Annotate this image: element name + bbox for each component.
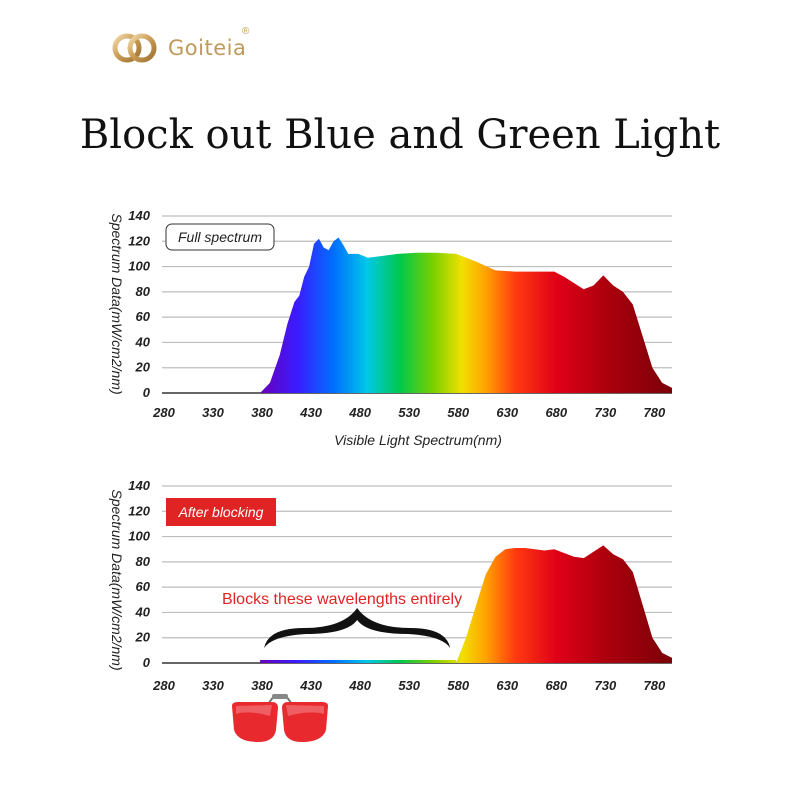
blocked-annotation: Blocks these wavelengths entirely <box>222 591 462 608</box>
x-tick-label: 280 <box>152 405 175 420</box>
x-tick-label: 430 <box>299 405 322 420</box>
full-spectrum-chart: 0 20 40 60 80 100 120 140 280 330 380 430 480 530 580 6… <box>109 208 672 448</box>
y-tick-label: 100 <box>128 529 150 544</box>
x-tick-label: 530 <box>398 405 420 420</box>
y-tick-label: 120 <box>128 233 150 248</box>
x-tick-label: 630 <box>496 405 518 420</box>
y-axis-title: Spectrum Data(mW/cm2/nm) <box>109 489 125 670</box>
x-tick-label: 580 <box>447 678 469 693</box>
x-tick-label: 630 <box>496 678 518 693</box>
y-tick-label: 60 <box>136 579 151 594</box>
y-tick-label: 80 <box>136 284 151 299</box>
y-tick-label: 40 <box>135 334 151 349</box>
page-title: Block out Blue and Green Light <box>79 112 721 158</box>
x-tick-label: 330 <box>202 678 224 693</box>
y-tick-label: 60 <box>136 309 151 324</box>
x-tick-label: 530 <box>398 678 420 693</box>
y-tick-label: 100 <box>128 259 150 274</box>
x-tick-label: 780 <box>644 678 666 693</box>
spectrum-area <box>260 545 672 663</box>
brand-name: Goiteia <box>168 36 247 60</box>
y-tick-label: 0 <box>143 655 151 670</box>
y-tick-label: 140 <box>128 478 150 493</box>
y-tick-label: 140 <box>128 208 150 223</box>
x-tick-label: 580 <box>447 405 469 420</box>
x-tick-label: 380 <box>251 678 273 693</box>
after-blocking-badge <box>166 498 276 526</box>
x-tick-label: 730 <box>594 405 616 420</box>
y-tick-label: 40 <box>135 604 151 619</box>
brand-registered-mark: ® <box>242 26 250 37</box>
after-blocking-chart: 0 20 40 60 80 100 120 140 280 330 380 430 480 530 580 6… <box>109 478 672 693</box>
brand-logo: Goiteia ® <box>112 26 249 66</box>
full-spectrum-badge <box>165 223 275 251</box>
y-tick-label: 80 <box>136 554 151 569</box>
badge-label: Full spectrum <box>178 229 262 245</box>
brand-logo-mark-icon <box>112 33 157 63</box>
x-axis-title: Visible Light Spectrum(nm) <box>334 432 502 448</box>
y-tick-label: 120 <box>128 503 150 518</box>
x-tick-label: 780 <box>644 405 666 420</box>
spectrum-area <box>260 237 672 393</box>
x-tick-label: 380 <box>251 405 273 420</box>
x-tick-label: 430 <box>299 678 322 693</box>
clip-on-red-lens-glasses-icon <box>232 694 328 742</box>
blocked-range-brace <box>264 608 451 648</box>
badge-label: After blocking <box>178 504 264 520</box>
y-tick-label: 20 <box>135 630 151 645</box>
x-tick-label: 680 <box>545 405 567 420</box>
x-tick-label: 480 <box>348 405 371 420</box>
x-tick-label: 730 <box>594 678 616 693</box>
y-axis-title: Spectrum Data(mW/cm2/nm) <box>109 213 125 394</box>
x-tick-label: 330 <box>202 405 224 420</box>
x-tick-label: 480 <box>348 678 371 693</box>
y-tick-label: 20 <box>135 360 151 375</box>
x-tick-label: 680 <box>545 678 567 693</box>
y-tick-label: 0 <box>143 385 151 400</box>
x-tick-label: 280 <box>152 678 175 693</box>
blocked-range-line <box>260 660 457 663</box>
